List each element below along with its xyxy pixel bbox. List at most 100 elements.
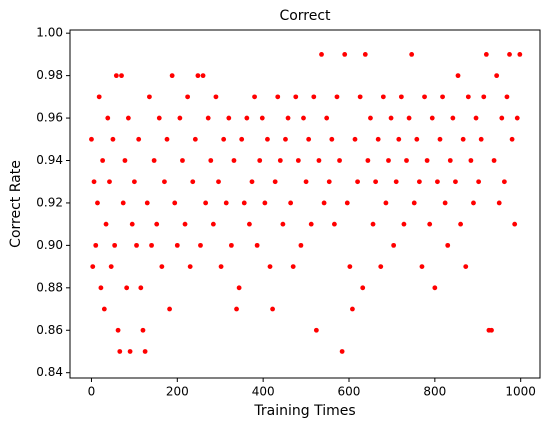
point [414,136,420,142]
plot-frame [69,29,541,379]
point [450,115,456,121]
point [401,221,407,227]
point [156,115,162,121]
point [468,158,474,163]
point [259,115,265,121]
y-tick-label: 0.90 [36,238,63,252]
point [216,179,221,185]
point [283,136,288,142]
point [391,242,397,248]
chart-title: Correct [279,8,331,24]
point [386,158,391,163]
point [100,158,106,163]
point [129,221,135,227]
point [124,285,130,291]
point [316,158,322,163]
point [442,200,448,206]
y-tick-label: 0.98 [36,68,63,82]
point [306,136,312,142]
point [422,94,427,100]
point [496,200,502,206]
point [494,73,500,79]
point [517,52,523,57]
point [350,306,355,312]
point [267,264,273,269]
point [187,264,193,269]
point [388,115,394,121]
point [473,115,479,121]
point [228,242,234,248]
point [326,179,332,185]
point [96,94,102,100]
point [221,136,227,142]
point [445,242,451,248]
point [203,200,209,206]
x-tick-label: 800 [423,385,446,399]
point [182,221,188,227]
x-tick-label: 200 [166,385,189,399]
point [164,136,170,142]
point [98,285,104,291]
x-tick-label: 400 [252,385,275,399]
point [234,306,239,312]
point [453,179,458,185]
point [262,200,268,206]
point [90,264,96,269]
point [290,264,296,269]
point [406,115,412,121]
point [437,136,443,142]
point [288,200,294,206]
x-tick-label: 1000 [505,385,536,399]
point [396,136,402,142]
point [213,94,219,100]
point [355,179,360,185]
point [393,179,399,185]
point [120,200,126,206]
x-axis-label: Training Times [253,403,355,419]
point [113,73,119,79]
point [321,200,327,206]
point [463,264,469,269]
point [380,94,386,100]
point [270,306,275,312]
point [140,327,146,333]
point [375,136,381,142]
point [435,179,440,185]
point [159,264,165,269]
point [509,136,515,142]
point [460,136,466,142]
point [210,221,216,227]
point [110,136,116,142]
point [180,158,185,163]
points [89,52,523,354]
point [89,136,94,142]
point [172,200,178,206]
point [285,115,291,121]
point [440,94,445,100]
point [334,94,340,100]
point [337,158,342,163]
point [136,136,142,142]
point [427,221,433,227]
point [491,158,497,163]
point [151,158,157,163]
point [416,179,422,185]
point [512,221,518,227]
point [241,200,247,206]
point [501,179,507,185]
point [231,158,237,163]
point [205,115,211,121]
point [162,179,167,185]
point [119,73,124,79]
point [138,285,144,291]
point [149,242,154,248]
point [324,115,330,121]
point [319,52,324,57]
point [383,200,389,206]
point [169,73,175,79]
point [174,242,180,248]
point [329,136,335,142]
point [107,179,112,185]
point [360,285,366,291]
